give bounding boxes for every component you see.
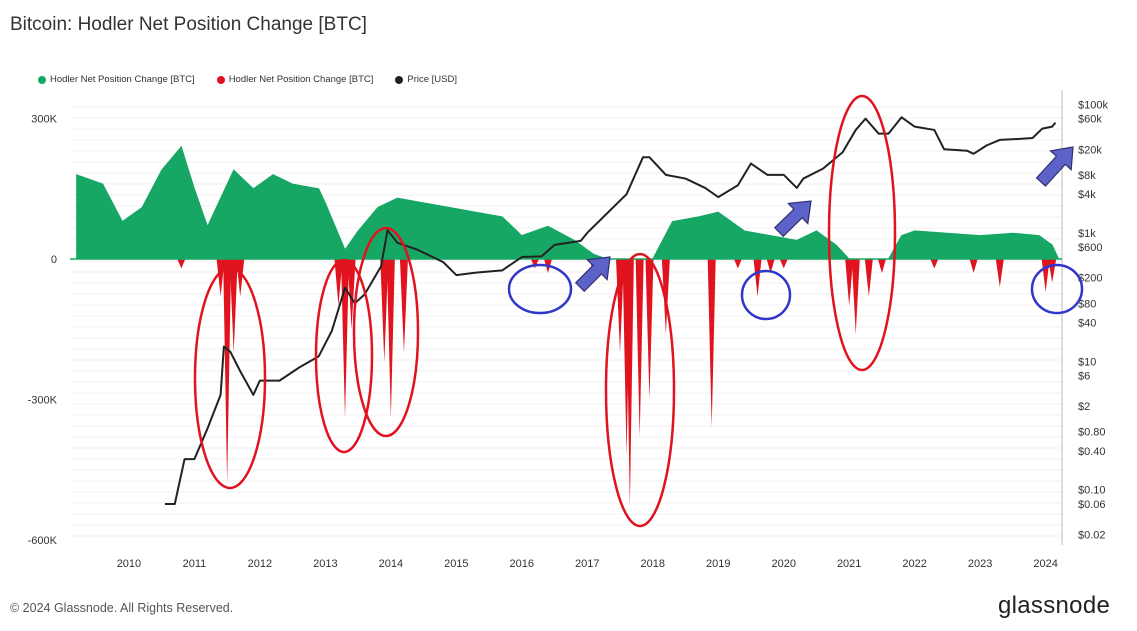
red-ellipse-annotation (604, 252, 676, 528)
legend-dot-green (38, 75, 46, 84)
series-negative-spike (399, 258, 408, 353)
x-tick-label: 2024 (1033, 558, 1057, 570)
chart-legend: Hodler Net Position Change [BTC] Hodler … (38, 74, 457, 85)
legend-dot-black (395, 75, 404, 84)
legend-item-negative[interactable]: Hodler Net Position Change [BTC] (216, 74, 374, 85)
blue-arrow-annotation (574, 256, 611, 293)
chart-title: Bitcoin: Hodler Net Position Change [BTC… (10, 14, 367, 35)
x-tick-label: 2010 (117, 558, 141, 570)
legend-dot-red (216, 75, 225, 84)
series-negative-spike (845, 258, 854, 306)
x-tick-label: 2016 (510, 558, 534, 570)
series-negative-spike (625, 258, 634, 508)
series-negative-spike (380, 258, 389, 362)
y-right-tick-label: $200 (1078, 273, 1102, 285)
series-negative-spike (733, 258, 742, 269)
legend-item-positive[interactable]: Hodler Net Position Change [BTC] (38, 74, 195, 85)
copyright-text: © 2024 Glassnode. All Rights Reserved. (10, 601, 234, 615)
x-tick-label: 2021 (837, 558, 861, 570)
y-right-tick-label: $0.40 (1078, 446, 1106, 458)
x-tick-label: 2022 (902, 558, 926, 570)
legend-label-positive: Hodler Net Position Change [BTC] (50, 74, 195, 85)
glassnode-logo: glassnode (998, 592, 1111, 619)
series-negative-spike (877, 258, 886, 273)
y-right-tick-label: $8k (1078, 170, 1096, 182)
y-right-tick-label: $2 (1078, 401, 1090, 413)
series-negative-spike (1041, 258, 1050, 292)
series-negative-spike (177, 258, 186, 269)
series-negative-spike (707, 258, 716, 428)
series-positive-area (76, 145, 1060, 260)
y-right-tick-label: $80 (1078, 298, 1096, 310)
y-right-tick-label: $40 (1078, 318, 1096, 330)
y-right-tick-label: $20k (1078, 144, 1102, 156)
x-tick-label: 2017 (575, 558, 599, 570)
y-left-tick-label: 0 (51, 254, 57, 266)
y-right-tick-label: $1k (1078, 228, 1096, 240)
series-negative-spike (969, 258, 978, 273)
series-negative-spike (334, 258, 343, 306)
y-left-tick-label: -300K (28, 394, 58, 406)
y-right-tick-label: $4k (1078, 189, 1096, 201)
series-negative-spike (229, 258, 238, 353)
y-right-tick-label: $0.02 (1078, 530, 1106, 542)
x-tick-label: 2020 (771, 558, 795, 570)
series-negative-spike (753, 258, 762, 297)
x-tick-label: 2012 (248, 558, 272, 570)
series-negative-spike (1048, 258, 1057, 283)
blue-ellipse-annotation (507, 263, 573, 315)
x-tick-label: 2011 (183, 558, 207, 570)
x-tick-label: 2018 (641, 558, 665, 570)
blue-arrow-annotation (1035, 146, 1074, 187)
y-left-tick-label: -600K (28, 535, 58, 547)
series-negative-spike (645, 258, 654, 400)
y-right-tick-label: $600 (1078, 242, 1102, 254)
x-tick-label: 2013 (313, 558, 337, 570)
y-right-tick-label: $0.10 (1078, 485, 1106, 497)
red-ellipse-annotation (827, 94, 897, 372)
series-negative-spike (851, 258, 860, 334)
red-ellipse-annotation (193, 266, 267, 490)
legend-label-negative: Hodler Net Position Change [BTC] (228, 74, 374, 85)
series-negative-spike (386, 258, 395, 419)
series-negative-spike (635, 258, 644, 437)
x-tick-label: 2014 (379, 558, 403, 570)
series-negative-spike (995, 258, 1004, 288)
series-negative-spike (864, 258, 873, 297)
series-negative-spike (216, 258, 225, 297)
series-negative-spike (930, 258, 939, 269)
y-right-tick-label: $60k (1078, 114, 1102, 126)
y-right-tick-label: $0.06 (1078, 499, 1106, 511)
y-right-tick-label: $10 (1078, 356, 1096, 368)
x-tick-label: 2019 (706, 558, 730, 570)
y-right-tick-label: $6 (1078, 371, 1090, 383)
series-negative-spike (530, 258, 539, 269)
series-negative-spike (341, 258, 350, 419)
blue-ellipse-annotation (1030, 263, 1084, 315)
y-left-tick-label: 300K (31, 113, 57, 125)
blue-arrow-annotation (773, 200, 812, 238)
legend-label-price: Price [USD] (407, 74, 457, 85)
legend-item-price[interactable]: Price [USD] (395, 74, 457, 85)
y-right-tick-label: $100k (1078, 99, 1108, 111)
series-price-line (164, 116, 1057, 505)
series-negative-spike (236, 258, 245, 297)
red-ellipse-annotation (314, 258, 374, 454)
series-negative-spike (779, 258, 788, 269)
series-negative-spike (347, 258, 356, 330)
red-ellipse-annotation (352, 226, 420, 438)
x-tick-label: 2023 (968, 558, 992, 570)
series-negative-spike (766, 258, 775, 273)
blue-ellipse-annotation (740, 269, 792, 321)
x-tick-label: 2015 (444, 558, 468, 570)
series-negative-spike (223, 258, 232, 484)
y-right-tick-label: $0.80 (1078, 427, 1106, 439)
